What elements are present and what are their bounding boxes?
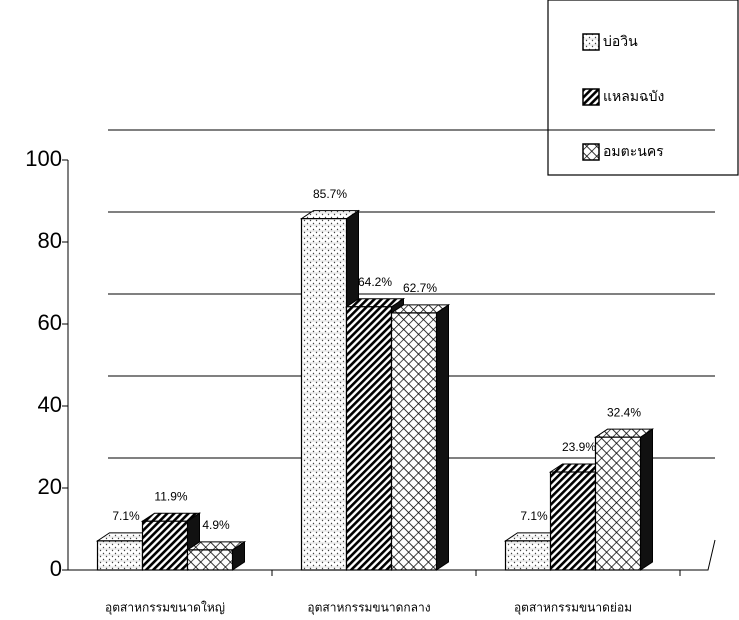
value-label: 23.9%: [562, 440, 596, 454]
bar: [593, 428, 655, 571]
bar-front: [549, 471, 597, 571]
value-label: 32.4%: [607, 405, 641, 419]
y-tick-label: 60: [38, 310, 62, 335]
bar-front: [504, 540, 552, 571]
bar: [185, 540, 247, 571]
value-label: 85.7%: [313, 187, 347, 201]
legend-swatch: [582, 88, 600, 106]
value-label: 7.1%: [520, 509, 548, 523]
value-label: 64.2%: [358, 275, 392, 289]
bar-front: [141, 520, 189, 571]
bar-front: [390, 312, 438, 571]
bar-front: [186, 549, 234, 571]
y-tick-label: 20: [38, 474, 62, 499]
legend-box: [547, 0, 739, 176]
bar-front: [300, 218, 348, 571]
value-label: 11.9%: [154, 489, 187, 503]
x-tick-label: อุตสาหกรรมขนาดใหญ่: [105, 601, 225, 616]
bar-side: [640, 428, 653, 571]
bar-front: [345, 306, 393, 571]
bar-front: [594, 436, 642, 571]
y-tick-label: 0: [50, 556, 62, 581]
legend-label: บ่อวิน: [603, 34, 638, 50]
y-tick-label: 80: [38, 228, 62, 253]
value-label: 7.1%: [112, 509, 140, 523]
bar-front: [96, 540, 144, 571]
bar: [389, 303, 451, 571]
legend-label: แหลมฉบัง: [603, 89, 664, 105]
x-tick-label: อุตสาหกรรมขนาดกลาง: [307, 601, 430, 616]
legend-swatch: [582, 143, 600, 161]
legend-label: อมตะนคร: [603, 144, 664, 160]
value-label: 62.7%: [403, 281, 437, 295]
bar-side: [436, 303, 449, 571]
x-tick-label: อุตสาหกรรมขนาดย่อม: [514, 601, 632, 616]
legend-swatch: [582, 33, 600, 51]
y-tick-label: 40: [38, 392, 62, 417]
y-tick-label: 100: [25, 146, 62, 171]
x-axis: [68, 539, 716, 571]
value-label: 4.9%: [202, 518, 230, 532]
